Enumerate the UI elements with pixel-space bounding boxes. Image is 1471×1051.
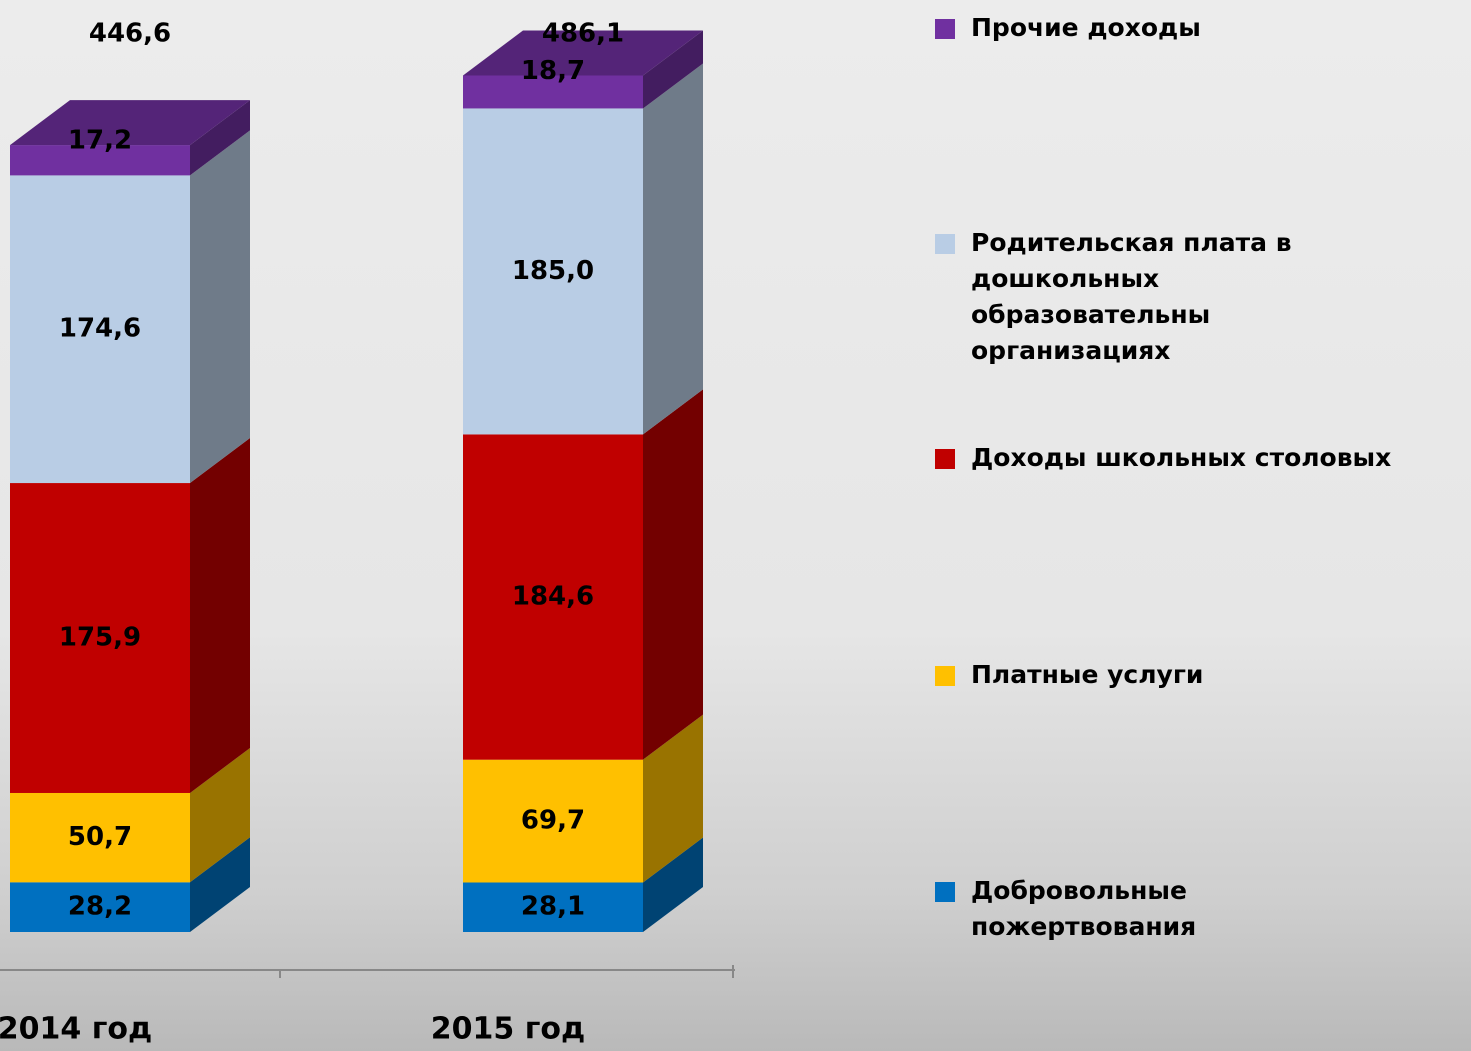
legend-label: Прочие доходы (971, 13, 1201, 42)
legend-swatch (935, 449, 955, 469)
legend-label: Родительская плата в дошкольных образова… (971, 228, 1292, 365)
data-label: 50,7 (68, 822, 132, 852)
bar-side (643, 714, 703, 883)
x-tick-label: 2014 год (0, 1012, 152, 1047)
legend-swatch (935, 882, 955, 902)
data-label: 28,1 (521, 892, 585, 922)
x-tick-label: 2015 год (431, 1012, 585, 1047)
data-label: 28,2 (68, 892, 132, 922)
bar-top (463, 30, 703, 76)
bar-side (190, 438, 250, 793)
data-label: 18,7 (521, 56, 585, 86)
data-label: 69,7 (521, 806, 585, 836)
bar-side (643, 837, 703, 932)
bar-segment (463, 759, 643, 883)
bar-segment (463, 108, 643, 435)
legend-label: Платные услуги (971, 660, 1204, 689)
bar-side (643, 63, 703, 435)
chart: 28,2 50,7 175,9 174,6 17,2 446,6 2014 год 28,1 6… (0, 19, 735, 1047)
bar-segment (463, 75, 643, 109)
bar-side (643, 30, 703, 109)
bar-segment (10, 175, 190, 484)
bar-segment (10, 145, 190, 176)
data-label: 175,9 (59, 623, 141, 653)
data-label: 17,2 (68, 126, 132, 156)
bar-segment (10, 882, 190, 932)
bar-side (190, 130, 250, 484)
legend-item: Родительская плата в дошкольных образова… (935, 225, 1315, 369)
bar-side (643, 389, 703, 760)
legend-label: Добровольные пожертвования (971, 876, 1197, 941)
bar-side (190, 837, 250, 932)
legend-item: Платные услуги (935, 657, 1435, 693)
legend: Прочие доходы Родительская плата в дошкол… (935, 0, 1471, 1051)
bar-segment (463, 434, 643, 760)
bar-segment (10, 483, 190, 793)
legend-swatch (935, 234, 955, 254)
legend-item: Доходы школьных столовых (935, 440, 1471, 476)
legend-swatch (935, 19, 955, 39)
bar-side (190, 100, 250, 176)
data-label: 185,0 (512, 256, 594, 286)
legend-swatch (935, 666, 955, 686)
bar-top (10, 100, 250, 146)
legend-item: Добровольные пожертвования (935, 873, 1235, 945)
bar-segment (463, 882, 643, 932)
bar-side (190, 747, 250, 883)
total-label: 486,1 (542, 19, 624, 49)
total-label: 446,6 (89, 19, 171, 49)
legend-item: Прочие доходы (935, 10, 1435, 46)
data-label: 174,6 (59, 314, 141, 344)
data-label: 184,6 (512, 582, 594, 612)
bar-segment (10, 792, 190, 883)
legend-label: Доходы школьных столовых (971, 443, 1392, 472)
